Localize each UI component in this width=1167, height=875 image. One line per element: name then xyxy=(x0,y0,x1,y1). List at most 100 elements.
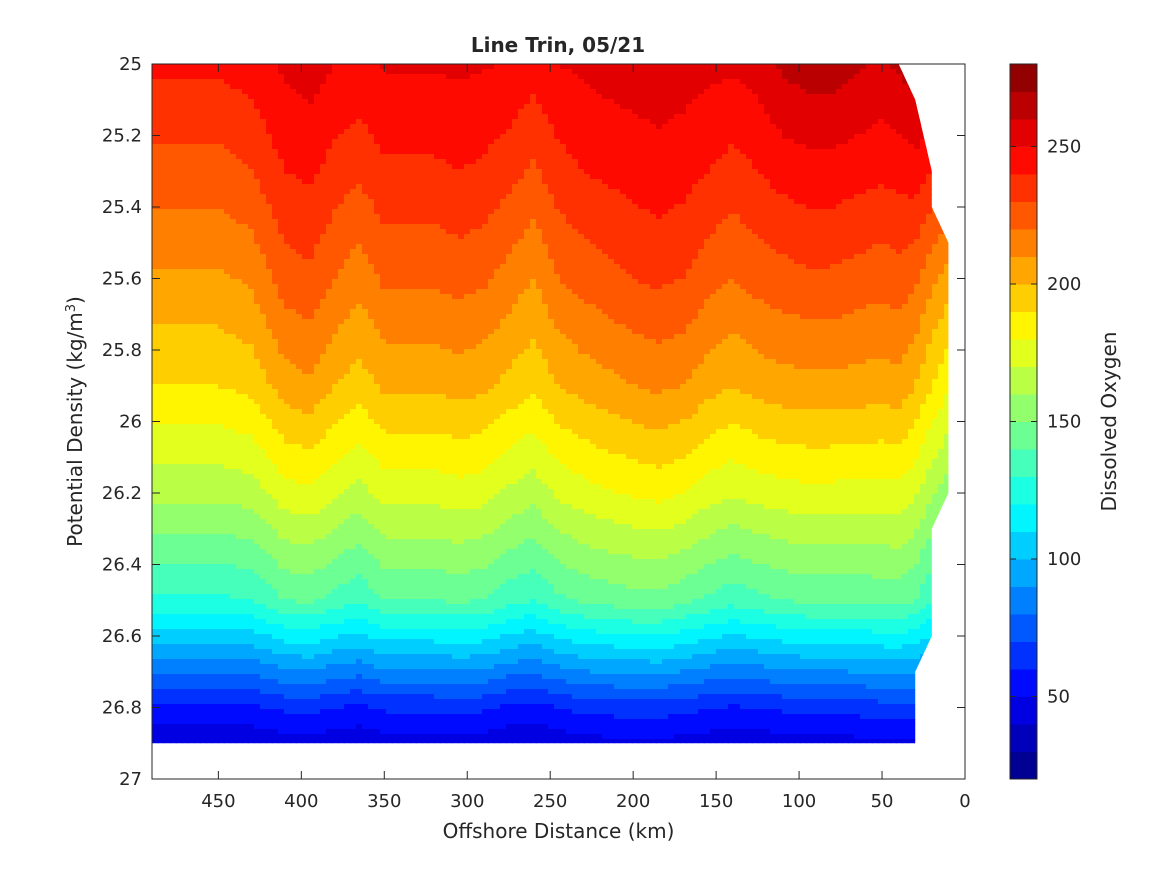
contour-cell xyxy=(164,444,171,450)
contour-cell xyxy=(212,659,219,665)
contour-cell xyxy=(332,264,339,270)
contour-cell xyxy=(296,599,303,605)
contour-cell xyxy=(194,169,201,175)
contour-cell xyxy=(248,239,255,245)
contour-cell xyxy=(242,664,249,670)
contour-cell xyxy=(272,629,279,635)
contour-cell xyxy=(158,629,165,635)
contour-cell xyxy=(200,309,207,315)
contour-cell xyxy=(248,534,255,540)
contour-cell xyxy=(278,319,285,325)
contour-cell xyxy=(266,709,273,715)
contour-cell xyxy=(296,554,303,560)
contour-cell xyxy=(338,614,345,620)
contour-cell xyxy=(182,239,189,245)
contour-cell xyxy=(362,279,369,285)
contour-cell xyxy=(362,409,369,415)
contour-cell xyxy=(182,624,189,630)
contour-cell xyxy=(230,344,237,350)
contour-cell xyxy=(248,244,255,250)
contour-cell xyxy=(254,574,261,580)
contour-cell xyxy=(212,159,219,165)
contour-cell xyxy=(242,319,249,325)
contour-cell xyxy=(308,544,315,550)
contour-cell xyxy=(224,189,231,195)
contour-cell xyxy=(164,614,171,620)
contour-cell xyxy=(242,379,249,385)
contour-cell xyxy=(200,669,207,675)
contour-cell xyxy=(248,154,255,160)
contour-cell xyxy=(350,494,357,500)
contour-cell xyxy=(284,664,291,670)
contour-cell xyxy=(296,109,303,115)
contour-cell xyxy=(212,514,219,520)
contour-cell xyxy=(326,649,333,655)
contour-cell xyxy=(170,144,177,150)
contour-cell xyxy=(170,639,177,645)
contour-cell xyxy=(344,449,351,455)
contour-cell xyxy=(284,654,291,660)
contour-cell xyxy=(200,524,207,530)
contour-cell xyxy=(350,229,357,235)
contour-cell xyxy=(212,149,219,155)
contour-cell xyxy=(326,559,333,565)
contour-cell xyxy=(182,89,189,95)
contour-cell xyxy=(188,579,195,585)
contour-cell xyxy=(158,439,165,445)
contour-cell xyxy=(350,364,357,370)
contour-cell xyxy=(314,534,321,540)
contour-cell xyxy=(200,149,207,155)
contour-cell xyxy=(158,534,165,540)
contour-cell xyxy=(242,254,249,260)
contour-cell xyxy=(260,629,267,635)
contour-cell xyxy=(344,624,351,630)
contour-cell xyxy=(338,674,345,680)
contour-cell xyxy=(182,559,189,565)
contour-cell xyxy=(152,364,159,370)
contour-cell xyxy=(248,234,255,240)
contour-cell xyxy=(296,219,303,225)
contour-cell xyxy=(182,589,189,595)
contour-cell xyxy=(362,104,369,110)
contour-cell xyxy=(176,409,183,415)
contour-cell xyxy=(302,689,309,695)
contour-cell xyxy=(188,69,195,75)
contour-cell xyxy=(326,564,333,570)
contour-cell xyxy=(278,544,285,550)
contour-cell xyxy=(152,69,159,75)
contour-cell xyxy=(224,144,231,150)
contour-cell xyxy=(326,174,333,180)
contour-cell xyxy=(350,244,357,250)
contour-cell xyxy=(308,199,315,205)
contour-cell xyxy=(308,149,315,155)
contour-cell xyxy=(278,729,285,735)
contour-cell xyxy=(338,459,345,465)
contour-cell xyxy=(242,454,249,460)
contour-cell xyxy=(206,289,213,295)
contour-cell xyxy=(254,369,261,375)
contour-cell xyxy=(350,419,357,425)
contour-cell xyxy=(194,639,201,645)
contour-cell xyxy=(284,119,291,125)
contour-cell xyxy=(206,169,213,175)
contour-cell xyxy=(236,519,243,525)
contour-cell xyxy=(344,299,351,305)
contour-cell xyxy=(170,474,177,480)
contour-cell xyxy=(170,609,177,615)
contour-cell xyxy=(362,509,369,515)
contour-cell xyxy=(242,519,249,525)
contour-cell xyxy=(188,719,195,725)
contour-cell xyxy=(182,354,189,360)
contour-cell xyxy=(152,299,159,305)
contour-cell xyxy=(308,464,315,470)
contour-cell xyxy=(362,594,369,600)
contour-cell xyxy=(350,714,357,720)
contour-cell xyxy=(266,434,273,440)
contour-cell xyxy=(182,214,189,220)
contour-cell xyxy=(182,604,189,610)
contour-cell xyxy=(320,244,327,250)
contour-cell xyxy=(368,89,375,95)
contour-cell xyxy=(362,464,369,470)
contour-cell xyxy=(278,104,285,110)
